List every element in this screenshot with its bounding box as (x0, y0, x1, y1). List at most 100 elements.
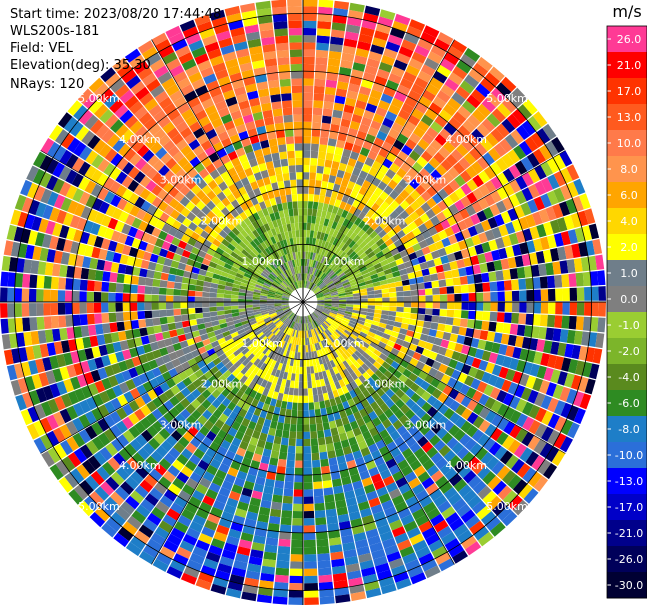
velocity-gate (230, 356, 239, 365)
velocity-gate (138, 319, 147, 328)
velocity-gate (522, 99, 538, 115)
velocity-gate (443, 449, 456, 463)
velocity-gate (321, 264, 327, 272)
velocity-gate (128, 247, 139, 258)
velocity-gate (316, 209, 323, 218)
velocity-gate (143, 117, 157, 131)
velocity-gate (346, 248, 354, 256)
velocity-gate (482, 490, 497, 505)
velocity-gate (514, 160, 528, 175)
velocity-gate (440, 84, 455, 98)
velocity-gate (315, 238, 320, 247)
velocity-gate (421, 348, 431, 358)
velocity-gate (291, 85, 303, 94)
velocity-gate (497, 485, 513, 501)
velocity-gate (273, 259, 280, 267)
velocity-gate (235, 272, 244, 279)
velocity-gate (110, 332, 120, 343)
velocity-gate (90, 183, 103, 198)
velocity-gate (389, 374, 399, 384)
velocity-gate (426, 197, 437, 209)
velocity-gate (285, 246, 290, 254)
velocity-gate (264, 116, 274, 126)
velocity-gate (338, 293, 346, 297)
velocity-gate (495, 200, 507, 214)
velocity-gate (540, 289, 549, 301)
velocity-gate (357, 92, 369, 103)
velocity-gate (403, 520, 418, 533)
velocity-gate (295, 251, 299, 260)
velocity-gate (536, 339, 546, 352)
velocity-gate (284, 129, 294, 137)
velocity-gate (128, 425, 141, 439)
velocity-gate (317, 280, 324, 287)
velocity-gate (434, 115, 448, 128)
velocity-gate (286, 327, 292, 335)
velocity-gate (515, 413, 528, 428)
velocity-gate (313, 277, 319, 284)
velocity-gate (359, 331, 368, 338)
velocity-gate (329, 197, 336, 206)
velocity-gate (224, 349, 233, 358)
velocity-gate (293, 208, 299, 216)
velocity-gate (391, 122, 404, 133)
velocity-gate (505, 368, 516, 382)
velocity-gate (102, 271, 111, 282)
velocity-gate (236, 196, 245, 206)
velocity-gate (206, 430, 217, 442)
velocity-gate (311, 321, 317, 329)
velocity-gate (496, 123, 510, 138)
velocity-gate (466, 399, 478, 412)
velocity-gate (206, 190, 217, 201)
velocity-gate (275, 258, 282, 266)
velocity-gate (163, 338, 173, 347)
velocity-gate (204, 370, 214, 380)
velocity-gate (378, 322, 387, 329)
velocity-gate (432, 96, 447, 109)
velocity-gate (297, 402, 303, 411)
velocity-gate (359, 86, 372, 96)
velocity-gate (547, 288, 556, 301)
velocity-gate (510, 129, 525, 145)
velocity-gate (277, 233, 283, 242)
velocity-gate (183, 270, 192, 278)
velocity-gate (400, 359, 410, 369)
velocity-gate (7, 303, 15, 318)
velocity-gate (330, 342, 337, 351)
velocity-gate (329, 352, 336, 360)
velocity-gate (480, 77, 496, 93)
velocity-gate (345, 497, 358, 507)
velocity-gate (331, 294, 339, 298)
velocity-gate (321, 225, 328, 234)
velocity-gate (236, 352, 244, 360)
velocity-gate (298, 222, 303, 230)
velocity-gate (385, 205, 395, 215)
velocity-gate (477, 433, 490, 447)
velocity-gate (96, 466, 110, 481)
velocity-gate (159, 316, 168, 325)
velocity-gate (392, 224, 402, 234)
velocity-gate (217, 284, 226, 290)
velocity-gate (396, 296, 404, 302)
velocity-gate (110, 471, 125, 486)
velocity-gate (303, 366, 307, 375)
velocity-gate (217, 131, 229, 142)
velocity-gate (359, 147, 370, 157)
velocity-gate (425, 236, 435, 246)
velocity-gate (382, 537, 397, 549)
velocity-gate (426, 406, 438, 418)
velocity-gate (306, 230, 311, 238)
velocity-gate (298, 273, 301, 281)
velocity-gate (152, 558, 169, 572)
velocity-gate (230, 251, 239, 259)
velocity-gate (422, 89, 436, 102)
velocity-gate (67, 452, 82, 468)
velocity-gate (43, 289, 51, 302)
velocity-gate (358, 314, 367, 319)
velocity-gate (319, 232, 325, 241)
velocity-gate (65, 420, 79, 436)
velocity-gate (296, 281, 300, 289)
velocity-gate (244, 411, 254, 421)
velocity-gate (389, 162, 400, 174)
velocity-gate (209, 55, 224, 67)
